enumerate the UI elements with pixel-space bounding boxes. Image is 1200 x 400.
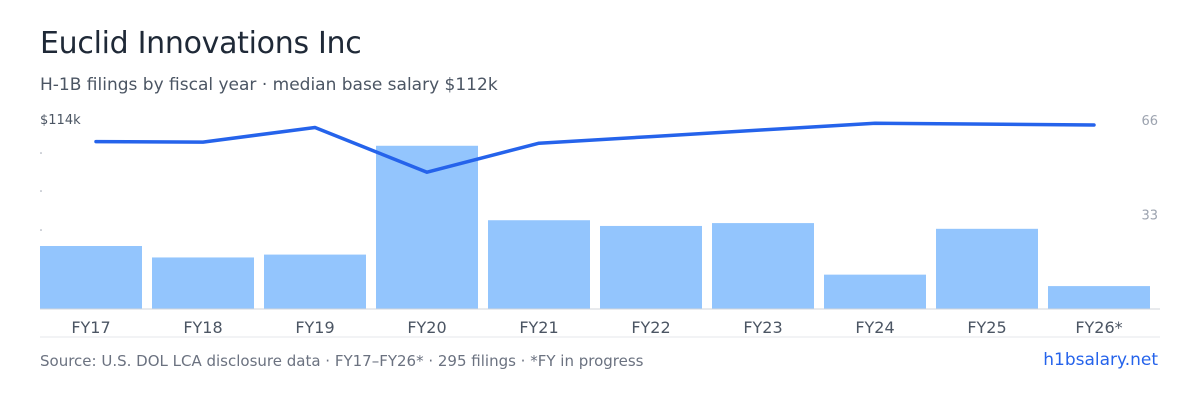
x-tick-label: FY21 (519, 318, 558, 337)
right-axis-tick-label: 66 (1141, 114, 1158, 129)
x-tick-label: FY20 (407, 318, 446, 337)
chart-subtitle: H-1B filings by fiscal year · median bas… (40, 75, 498, 95)
x-tick-label: FY17 (71, 318, 110, 337)
left-axis-minor-dot (40, 190, 42, 192)
right-axis-tick-label: 33 (1141, 209, 1158, 224)
bar-fy19 (264, 254, 366, 309)
brand-link[interactable]: h1bsalary.net (1043, 350, 1158, 370)
bar-fy18 (152, 257, 254, 309)
left-axis-top-label: $114k (40, 113, 81, 128)
x-tick-label: FY23 (743, 318, 782, 337)
x-axis-labels: FY17 FY18 FY19 FY20 FY21 FY22 FY23 FY24 FY25 FY26… (71, 318, 1122, 337)
bar-fy21 (488, 220, 590, 309)
x-tick-label: FY24 (855, 318, 894, 337)
x-tick-label: FY26* (1075, 318, 1122, 337)
left-axis-minor-dot (40, 229, 42, 231)
footer-source: Source: U.S. DOL LCA disclosure data · F… (40, 352, 644, 370)
bar-fy25 (936, 228, 1038, 309)
x-tick-label: FY18 (183, 318, 222, 337)
bar-fy24 (824, 274, 926, 309)
left-axis-minor-dot (40, 152, 42, 154)
bar-fy26 (1048, 286, 1150, 309)
y-axes: $114k 66 33 (40, 113, 1158, 224)
x-tick-label: FY25 (967, 318, 1006, 337)
bar-fy22 (600, 225, 702, 309)
salary-line (94, 121, 1096, 174)
bars-layer (40, 145, 1150, 309)
left-axis-minor-dots (40, 152, 42, 231)
bar-fy17 (40, 246, 142, 309)
bar-fy23 (712, 223, 814, 309)
x-tick-label: FY19 (295, 318, 334, 337)
chart-title: Euclid Innovations Inc (40, 26, 362, 61)
x-tick-label: FY22 (631, 318, 670, 337)
bar-fy20 (376, 145, 478, 309)
